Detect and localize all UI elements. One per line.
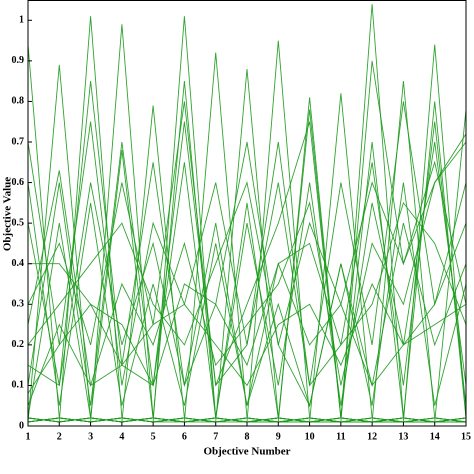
x-tick-label: 9: [276, 431, 281, 442]
y-axis-label: Objective Value: [2, 177, 14, 251]
y-tick-label: 0.7: [12, 136, 25, 147]
line: [27, 160, 467, 346]
y-tick-label: 0.4: [12, 258, 25, 269]
y-tick-label: 0.2: [12, 339, 25, 350]
y-tick-label: 1: [19, 15, 24, 26]
x-tick-label: 1: [26, 431, 31, 442]
x-tick-label: 3: [88, 431, 93, 442]
x-tick-label: 2: [57, 431, 62, 442]
y-tick-label: 0.3: [12, 299, 25, 310]
x-tick-label: 12: [367, 431, 377, 442]
y-tick-label: 0.5: [12, 217, 25, 228]
y-tick-label: 0.1: [12, 380, 25, 391]
line: [27, 141, 467, 408]
line: [27, 44, 467, 423]
x-tick-label: 10: [305, 431, 315, 442]
x-axis-label: Objective Number: [203, 446, 290, 458]
line: [27, 282, 467, 394]
line: [27, 141, 467, 418]
line: [27, 81, 467, 406]
line: [27, 60, 467, 418]
line: [28, 201, 467, 387]
line: [27, 182, 467, 408]
x-tick-label: 5: [151, 431, 156, 442]
x-tick-label: 15: [461, 431, 471, 442]
line: [27, 133, 467, 406]
y-tick-label: 0: [19, 420, 24, 431]
x-tick-label: 14: [430, 431, 440, 442]
line: [27, 81, 467, 418]
x-tick-label: 7: [213, 431, 218, 442]
x-tick-label: 4: [119, 431, 124, 442]
line: [27, 109, 467, 423]
y-tick-label: 0.8: [12, 96, 25, 107]
x-tick-label: 11: [336, 431, 345, 442]
x-tick-label: 13: [398, 431, 408, 442]
y-tick-label: 0.9: [12, 55, 25, 66]
x-tick-label: 6: [182, 431, 187, 442]
y-tick-label: 0.6: [12, 177, 25, 188]
x-tick-label: 8: [245, 431, 250, 442]
line: [27, 81, 467, 423]
